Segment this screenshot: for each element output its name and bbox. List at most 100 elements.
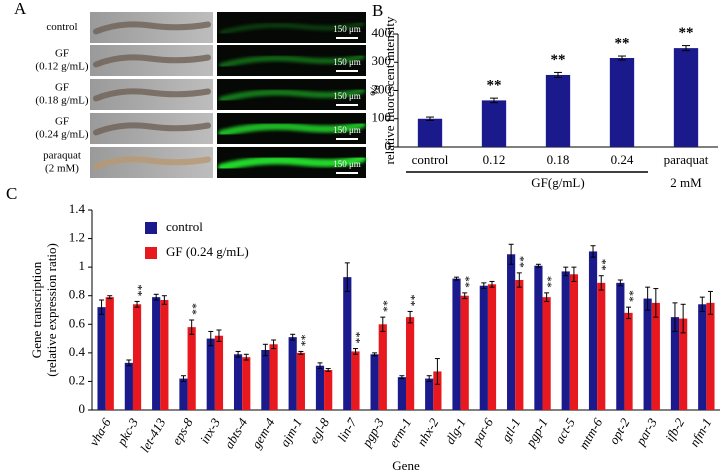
worm-fluorescence [219,53,365,69]
row-label: control [46,21,77,33]
bar [132,304,142,410]
scale-label: 150 μm [333,159,361,169]
error-bar [107,295,113,300]
error-bar [653,288,659,318]
x-tick-label: inx-3 [197,415,224,446]
significance: ** [679,25,694,41]
x-tick-label: pgp-1 [522,415,551,450]
row-label: GF [55,82,69,94]
x-tick-label: lin-7 [334,415,360,444]
x-tick-label: ifb-2 [662,415,688,444]
bar [433,371,442,410]
bar [569,274,579,410]
error-bar [344,262,350,292]
error-bar [235,350,241,358]
x-tick-label: gtl-1 [498,415,523,444]
y-tick-label: 1.2 [69,230,85,245]
x-tick-label: dlg-1 [442,415,469,446]
y-tick-label: 200 [372,81,392,96]
error-bar [535,263,541,268]
y-axis-label: % [367,85,382,96]
significance: ** [295,334,309,346]
error-bar [707,290,713,315]
bar [214,335,224,410]
error-bar [508,243,514,265]
bar [351,351,360,410]
y-tick-label: 300 [372,53,392,68]
error-bar [680,303,686,334]
bar [378,324,387,410]
x-tick-label: control [412,152,449,167]
legend-swatch [145,247,157,259]
error-bar [399,375,405,380]
error-bar [317,362,323,370]
error-bar [99,299,105,315]
y-tick-label: 0 [385,138,392,153]
bar [187,327,196,410]
bar [406,317,415,410]
error-bar [489,280,495,288]
error-bar [352,348,358,355]
y-tick-label: 0.6 [69,315,86,330]
bar [616,282,625,410]
scale-label: 150 μm [333,125,361,135]
legend-label: control [166,219,203,234]
row-label: (0.24 g/mL) [35,129,88,141]
y-tick-label: 1.4 [69,201,86,216]
error-bar [617,279,623,287]
x-tick-label: vha-6 [86,415,114,449]
bar [452,278,461,410]
error-bar [372,352,378,357]
error-bar [618,55,626,61]
bar [296,352,305,410]
x-axis-label: Gene [392,458,420,473]
x-tick-label: 0.18 [547,152,570,167]
worm [93,156,211,170]
significance: ** [404,294,418,306]
bar [670,317,680,410]
bar [397,377,406,410]
y-tick-label: 0 [79,401,86,416]
bar [206,338,215,410]
scale-label: 150 μm [333,24,361,34]
error-bar [271,339,277,350]
error-bar [454,276,460,281]
row-label: (0.18 g/mL) [35,95,88,107]
error-bar [243,353,249,361]
x-tick-label: egl-8 [306,415,333,446]
y-tick-label: 0.4 [69,344,86,359]
panel-label: B [372,1,383,20]
error-bar [434,358,440,385]
error-bar [161,295,167,305]
error-bar [590,245,596,258]
bar [481,100,507,147]
significance: ** [623,290,637,302]
error-bar [380,316,386,332]
significance: ** [131,284,145,296]
bar [105,297,114,410]
bar [288,337,297,410]
bar [515,280,524,410]
bar [179,378,188,410]
y-axis-label: Gene transcription [29,261,44,358]
group-label: GF(g/mL) [531,175,584,190]
significance: ** [595,259,609,271]
row-label: (2 mM) [45,163,79,175]
error-bar [544,292,550,302]
bar [609,58,635,148]
error-bar [126,359,132,367]
significance: ** [459,276,473,288]
x-tick-label: 2 mM [670,175,702,190]
bar [417,118,443,147]
bar [643,298,652,410]
x-tick-label: pkc-3 [113,415,141,449]
error-bar [672,302,678,332]
bar [242,357,251,410]
error-bar [490,97,498,104]
error-bar [481,282,487,290]
y-tick-label: 0.2 [69,372,85,387]
x-tick-label: erm-1 [386,415,415,449]
worm [93,88,211,102]
error-bar [699,296,705,312]
